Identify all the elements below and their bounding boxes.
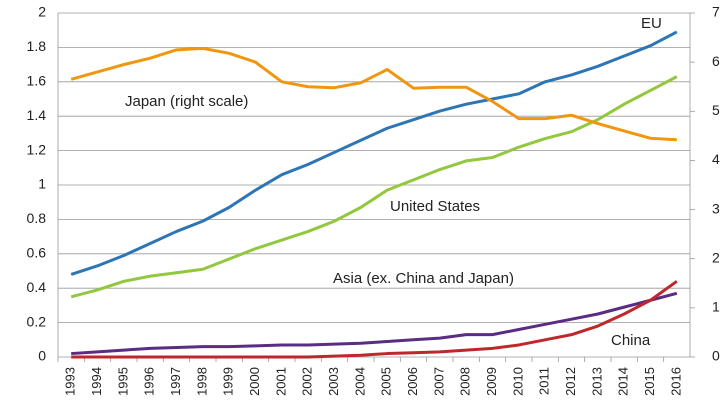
x-tick-label: 2000 xyxy=(247,367,262,396)
y2-tick-label: 7 xyxy=(712,4,720,20)
x-tick-label: 2005 xyxy=(379,367,394,396)
x-tick-label: 2014 xyxy=(616,367,631,396)
x-tick-label: 1998 xyxy=(194,367,209,396)
x-tick-label: 2016 xyxy=(668,367,683,396)
y2-tick-label: 1 xyxy=(712,299,720,315)
y2-tick-label: 4 xyxy=(712,151,720,167)
x-tick-label: 2008 xyxy=(458,367,473,396)
y-tick-label: 0.6 xyxy=(27,245,47,261)
y-tick-label: 1.4 xyxy=(27,107,47,123)
y-tick-label: 1.2 xyxy=(27,141,47,157)
y-tick-label: 1.6 xyxy=(27,73,47,89)
x-tick-label: 1994 xyxy=(89,367,104,396)
x-tick-label: 1993 xyxy=(63,367,78,396)
x-tick-label: 2001 xyxy=(273,367,288,396)
series-line xyxy=(70,46,677,142)
y2-tick-label: 6 xyxy=(712,53,720,69)
series-label: EU xyxy=(641,15,662,32)
x-tick-label: 2015 xyxy=(642,367,657,396)
y-tick-label: 1 xyxy=(38,176,46,192)
x-tick-label: 1999 xyxy=(221,367,236,396)
x-tick-label: 2012 xyxy=(563,367,578,396)
y2-tick-label: 0 xyxy=(712,348,720,364)
x-tick-label: 1996 xyxy=(142,367,157,396)
x-tick-label: 2007 xyxy=(431,367,446,396)
x-tick-label: 2004 xyxy=(352,367,367,396)
y-tick-label: 0 xyxy=(38,348,46,364)
x-tick-label: 2010 xyxy=(510,367,525,396)
x-tick-label: 2006 xyxy=(405,367,420,396)
y-tick-label: 1.8 xyxy=(27,38,47,54)
x-tick-label: 2009 xyxy=(484,367,499,396)
series-line xyxy=(70,75,678,299)
y2-tick-label: 2 xyxy=(712,249,720,265)
y-tick-label: 0.8 xyxy=(27,210,47,226)
x-tick-label: 2013 xyxy=(589,367,604,396)
series-line xyxy=(70,30,678,276)
series-label: China xyxy=(611,332,651,349)
x-tick-label: 1997 xyxy=(168,367,183,396)
x-tick-label: 2003 xyxy=(326,367,341,396)
y-tick-label: 0.2 xyxy=(27,313,47,329)
y-tick-label: 0.4 xyxy=(27,279,47,295)
y2-tick-label: 3 xyxy=(712,200,720,216)
y2-tick-label: 5 xyxy=(712,102,720,118)
y-tick-label: 2 xyxy=(38,4,46,20)
x-tick-label: 2002 xyxy=(300,367,315,396)
series-line xyxy=(71,280,678,359)
series-label: Japan (right scale) xyxy=(125,93,248,110)
series-label: United States xyxy=(390,198,480,215)
series-line xyxy=(71,291,678,356)
x-tick-label: 2011 xyxy=(537,367,552,395)
series-label: Asia (ex. China and Japan) xyxy=(333,270,514,287)
x-tick-label: 1995 xyxy=(115,367,130,396)
